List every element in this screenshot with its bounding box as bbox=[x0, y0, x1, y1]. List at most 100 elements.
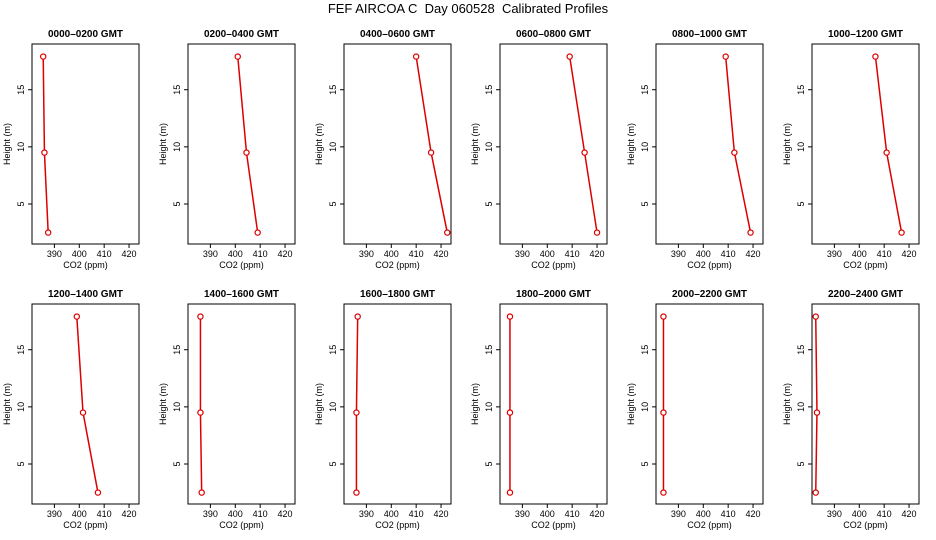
x-tick-label: 390 bbox=[671, 249, 686, 259]
y-axis-label: Height (m) bbox=[158, 123, 168, 165]
y-axis-label: Height (m) bbox=[314, 123, 324, 165]
profile-point bbox=[813, 409, 821, 416]
profile-line bbox=[42, 56, 49, 233]
x-tick-label: 400 bbox=[696, 509, 711, 519]
profile-line bbox=[814, 316, 818, 493]
profile-point bbox=[660, 409, 667, 416]
panel-title: 1200–1400 GMT bbox=[48, 289, 123, 300]
profile-point bbox=[73, 313, 80, 320]
plot-frame bbox=[499, 303, 608, 505]
x-tick-label: 390 bbox=[359, 249, 374, 259]
y-tick-label: 15 bbox=[796, 345, 806, 355]
profile-panel-1: 0000–0200 GMT 390 400 410 420 CO2 (ppm) 5 10 15 H… bbox=[2, 29, 140, 270]
x-tick-label: 420 bbox=[590, 509, 605, 519]
plot-frame bbox=[31, 303, 140, 505]
profile-point bbox=[353, 409, 360, 416]
profile-point bbox=[412, 53, 420, 60]
profile-point bbox=[41, 149, 48, 156]
panel-title: 0200–0400 GMT bbox=[204, 29, 279, 40]
profile-point bbox=[898, 229, 905, 236]
profile-point bbox=[353, 489, 360, 496]
y-tick-label: 15 bbox=[328, 345, 338, 355]
profile-point bbox=[39, 53, 47, 60]
y-tick-label: 10 bbox=[484, 402, 494, 412]
y-tick-label: 5 bbox=[640, 201, 650, 206]
x-tick-label: 400 bbox=[852, 249, 867, 259]
x-tick-label: 390 bbox=[827, 249, 842, 259]
x-tick-label: 420 bbox=[278, 509, 293, 519]
x-tick-label: 390 bbox=[359, 509, 374, 519]
y-tick-label: 15 bbox=[16, 345, 26, 355]
y-tick-label: 15 bbox=[796, 85, 806, 95]
profile-point bbox=[660, 313, 667, 320]
y-axis-label: Height (m) bbox=[470, 383, 480, 425]
y-tick-label: 5 bbox=[796, 201, 806, 206]
plot-frame bbox=[187, 43, 296, 245]
profile-point bbox=[444, 229, 451, 236]
y-axis-label: Height (m) bbox=[314, 383, 324, 425]
x-tick-label: 420 bbox=[746, 509, 761, 519]
x-tick-label: 390 bbox=[203, 249, 218, 259]
x-tick-label: 410 bbox=[97, 249, 112, 259]
profile-point bbox=[254, 229, 261, 236]
y-tick-label: 10 bbox=[16, 402, 26, 412]
y-axis-label: Height (m) bbox=[782, 383, 792, 425]
y-tick-label: 15 bbox=[16, 85, 26, 95]
y-tick-label: 5 bbox=[172, 201, 182, 206]
x-tick-label: 410 bbox=[97, 509, 112, 519]
x-tick-label: 390 bbox=[47, 249, 62, 259]
profile-point bbox=[812, 313, 819, 320]
profile-point bbox=[94, 489, 102, 496]
x-tick-label: 390 bbox=[515, 509, 530, 519]
y-tick-label: 10 bbox=[796, 142, 806, 152]
x-tick-label: 420 bbox=[122, 509, 137, 519]
y-tick-label: 5 bbox=[640, 461, 650, 466]
profile-point bbox=[722, 53, 729, 60]
profile-panel-4: 0600–0800 GMT 390 400 410 420 CO2 (ppm) 5 10 15 H… bbox=[470, 29, 608, 270]
profile-point bbox=[731, 149, 738, 156]
profile-point bbox=[872, 53, 879, 60]
y-axis-label: Height (m) bbox=[158, 383, 168, 425]
plot-frame bbox=[31, 43, 140, 245]
y-tick-label: 15 bbox=[640, 345, 650, 355]
profile-point bbox=[197, 313, 204, 320]
x-axis-label: CO2 (ppm) bbox=[843, 260, 888, 270]
profile-line bbox=[355, 316, 359, 493]
profile-point bbox=[44, 229, 52, 236]
plot-frame bbox=[499, 43, 608, 245]
y-tick-label: 15 bbox=[484, 85, 494, 95]
panel-title: 1800–2000 GMT bbox=[516, 289, 591, 300]
y-tick-label: 10 bbox=[172, 142, 182, 152]
x-tick-label: 390 bbox=[515, 249, 530, 259]
profile-point bbox=[506, 313, 514, 320]
x-tick-label: 400 bbox=[228, 249, 243, 259]
x-axis-label: CO2 (ppm) bbox=[687, 260, 732, 270]
y-tick-label: 5 bbox=[16, 461, 26, 466]
y-axis-label: Height (m) bbox=[626, 383, 636, 425]
x-tick-label: 400 bbox=[540, 509, 555, 519]
profile-point bbox=[812, 489, 819, 496]
page-title: FEF AIRCOA C Day 060528 Calibrated Profi… bbox=[327, 1, 609, 16]
x-axis-label: CO2 (ppm) bbox=[843, 520, 888, 530]
x-tick-label: 390 bbox=[47, 509, 62, 519]
profile-panel-10: 1800–2000 GMT 390 400 410 420 CO2 (ppm) 5 10 15 H… bbox=[470, 289, 608, 530]
x-tick-label: 410 bbox=[721, 249, 736, 259]
x-tick-label: 420 bbox=[590, 249, 605, 259]
x-tick-label: 420 bbox=[434, 249, 449, 259]
profile-panel-8: 1400–1600 GMT 390 400 410 420 CO2 (ppm) 5 10 15 H… bbox=[158, 289, 296, 530]
plot-frame bbox=[187, 303, 296, 505]
y-tick-label: 5 bbox=[328, 461, 338, 466]
profile-point bbox=[581, 149, 588, 156]
profile-point bbox=[593, 229, 601, 236]
y-tick-label: 5 bbox=[328, 201, 338, 206]
y-tick-label: 5 bbox=[796, 461, 806, 466]
x-tick-label: 390 bbox=[671, 509, 686, 519]
panel-title: 0400–0600 GMT bbox=[360, 29, 435, 40]
panel-title: 1600–1800 GMT bbox=[360, 289, 435, 300]
profile-line bbox=[415, 56, 449, 233]
x-tick-label: 410 bbox=[877, 509, 892, 519]
y-tick-label: 10 bbox=[640, 402, 650, 412]
profile-panel-11: 2000–2200 GMT 390 400 410 420 CO2 (ppm) 5 10 15 H… bbox=[626, 289, 764, 530]
plot-frame bbox=[655, 43, 764, 245]
y-tick-label: 5 bbox=[484, 461, 494, 466]
